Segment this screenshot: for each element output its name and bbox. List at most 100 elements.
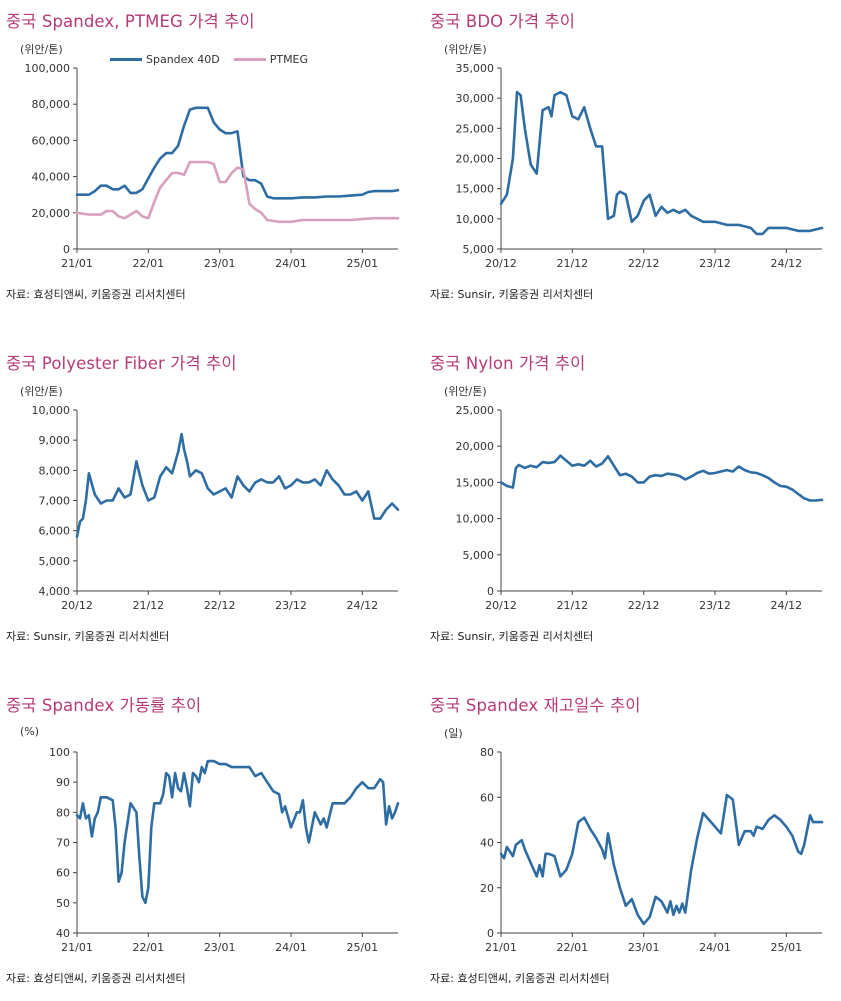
y-tick-label: 20,000: [456, 153, 495, 166]
y-axis-unit: (위안/톤): [444, 385, 487, 398]
x-tick-label: 22/01: [132, 257, 164, 270]
series-line-0: [75, 759, 400, 905]
x-tick-label: 24/01: [275, 941, 307, 954]
chart-panel-nylon: 중국 Nylon 가격 추이 (위안/톤) 자료: Sunsir, 키움증권 리서치…: [424, 342, 841, 662]
chart-panel-inventory: 중국 Spandex 재고일수 추이 (일) 자료: 효성티앤씨, 키움증권 리서치…: [424, 684, 841, 1001]
x-tick-label: 23/01: [204, 941, 236, 954]
x-tick-label: 24/01: [699, 941, 731, 954]
x-tick-label: 23/01: [204, 257, 236, 270]
series-line-0: [499, 454, 824, 502]
y-tick-label: 70: [56, 837, 70, 850]
chart-panel-utilization: 중국 Spandex 가동률 추이 (%) 자료: 효성티앤씨, 키움증권 리서치센…: [0, 684, 420, 1001]
y-tick-label: 9,000: [39, 434, 71, 447]
y-tick-label: 80: [56, 806, 70, 819]
y-tick-label: 90: [56, 776, 70, 789]
y-tick-label: 10,000: [456, 213, 495, 226]
y-tick-label: 10,000: [456, 513, 495, 526]
y-tick-label: 8,000: [39, 464, 71, 477]
series-line-ptmeg: [75, 160, 400, 224]
y-tick-label: 40,000: [32, 171, 71, 184]
chart-svg: 0 5,000 10,000 15,000 20,000 25,000 20/12 21/12…: [456, 404, 824, 612]
x-tick-label: 24/12: [770, 257, 802, 270]
x-tick-label: 25/01: [346, 257, 378, 270]
series-line-spandex-40d: [75, 106, 400, 200]
x-tick-label: 20/12: [485, 599, 517, 612]
x-tick-label: 25/01: [346, 941, 378, 954]
y-tick-label: 7,000: [39, 495, 71, 508]
y-tick-label: 15,000: [456, 183, 495, 196]
y-tick-label: 15,000: [456, 476, 495, 489]
chart-svg: 5,000 10,000 15,000 20,000 25,000 30,000 35,00…: [456, 62, 824, 270]
y-tick-label: 10,000: [32, 404, 71, 417]
y-tick-label: 0: [63, 243, 70, 256]
y-tick-label: 4,000: [39, 585, 71, 598]
x-tick-label: 24/12: [346, 599, 378, 612]
y-tick-label: 25,000: [456, 122, 495, 135]
source-note: 자료: Sunsir, 키움증권 리서치센터: [6, 630, 170, 643]
source-note: 자료: 효성티앤씨, 키움증권 리서치센터: [6, 288, 186, 301]
y-tick-label: 60: [480, 791, 494, 804]
source-note: 자료: Sunsir, 키움증권 리서치센터: [430, 630, 594, 643]
y-tick-label: 0: [487, 927, 494, 940]
legend-swatch: [233, 58, 266, 61]
x-tick-label: 21/01: [61, 941, 93, 954]
x-tick-label: 20/12: [485, 257, 517, 270]
chart-title: 중국 Spandex, PTMEG 가격 추이: [6, 12, 255, 31]
y-tick-label: 100,000: [25, 62, 71, 75]
y-tick-label: 5,000: [463, 549, 495, 562]
x-tick-label: 22/01: [132, 941, 164, 954]
y-tick-label: 40: [480, 837, 494, 850]
chart-title: 중국 Spandex 가동률 추이: [6, 696, 202, 715]
chart-title: 중국 Polyester Fiber 가격 추이: [6, 354, 237, 373]
y-tick-label: 30,000: [456, 92, 495, 105]
y-axis-unit: (일): [444, 727, 463, 740]
series-line-0: [499, 793, 824, 926]
y-tick-label: 60,000: [32, 134, 71, 147]
x-tick-label: 21/12: [132, 599, 164, 612]
legend-swatch: [110, 58, 142, 61]
series-line-0: [499, 90, 824, 236]
x-tick-label: 20/12: [61, 599, 93, 612]
y-axis-unit: (%): [20, 725, 40, 738]
y-tick-label: 20,000: [32, 207, 71, 220]
chart-title: 중국 BDO 가격 추이: [430, 12, 576, 31]
x-tick-label: 24/12: [770, 599, 802, 612]
y-axis-unit: (위안/톤): [20, 385, 63, 398]
chart-svg: 0 20 40 60 80 21/01 22/01 23/01 24/01 25/01: [480, 746, 824, 954]
x-tick-label: 21/01: [485, 941, 517, 954]
y-tick-label: 0: [487, 585, 494, 598]
x-tick-label: 23/12: [699, 599, 731, 612]
chart-title: 중국 Spandex 재고일수 추이: [430, 696, 641, 715]
y-tick-label: 20,000: [456, 440, 495, 453]
y-tick-label: 6,000: [39, 525, 71, 538]
chart-svg: 4,000 5,000 6,000 7,000 8,000 9,000 10,000 20/1…: [32, 404, 400, 612]
x-tick-label: 22/12: [628, 599, 660, 612]
y-tick-label: 20: [480, 882, 494, 895]
y-tick-label: 5,000: [39, 555, 71, 568]
source-note: 자료: 효성티앤씨, 키움증권 리서치센터: [430, 972, 610, 985]
x-tick-label: 22/12: [628, 257, 660, 270]
x-tick-label: 23/01: [628, 941, 660, 954]
y-tick-label: 5,000: [463, 243, 495, 256]
x-tick-label: 21/01: [61, 257, 93, 270]
x-tick-label: 24/01: [275, 257, 307, 270]
y-tick-label: 50: [56, 897, 70, 910]
x-tick-label: 25/01: [770, 941, 802, 954]
legend: Spandex 40D PTMEG: [110, 53, 308, 66]
chart-panel-spandex-ptmeg: 중국 Spandex, PTMEG 가격 추이 (위안/톤) 자료: 효성티앤씨, …: [0, 0, 420, 320]
chart-panel-polyester: 중국 Polyester Fiber 가격 추이 (위안/톤) 자료: Sunsir…: [0, 342, 420, 662]
legend-label: PTMEG: [269, 53, 309, 66]
y-tick-label: 60: [56, 867, 70, 880]
x-tick-label: 23/12: [699, 257, 731, 270]
chart-title: 중국 Nylon 가격 추이: [430, 354, 586, 373]
y-axis-unit: (위안/톤): [20, 43, 63, 56]
y-tick-label: 25,000: [456, 404, 495, 417]
legend-label: Spandex 40D: [146, 53, 220, 66]
x-tick-label: 21/12: [556, 599, 588, 612]
y-axis-unit: (위안/톤): [444, 43, 487, 56]
y-tick-label: 40: [56, 927, 70, 940]
y-tick-label: 80: [480, 746, 494, 759]
legend-item: Spandex 40D: [110, 53, 220, 66]
chart-panel-bdo: 중국 BDO 가격 추이 (위안/톤) 자료: Sunsir, 키움증권 리서치센터…: [424, 0, 841, 320]
source-note: 자료: 효성티앤씨, 키움증권 리서치센터: [6, 972, 186, 985]
